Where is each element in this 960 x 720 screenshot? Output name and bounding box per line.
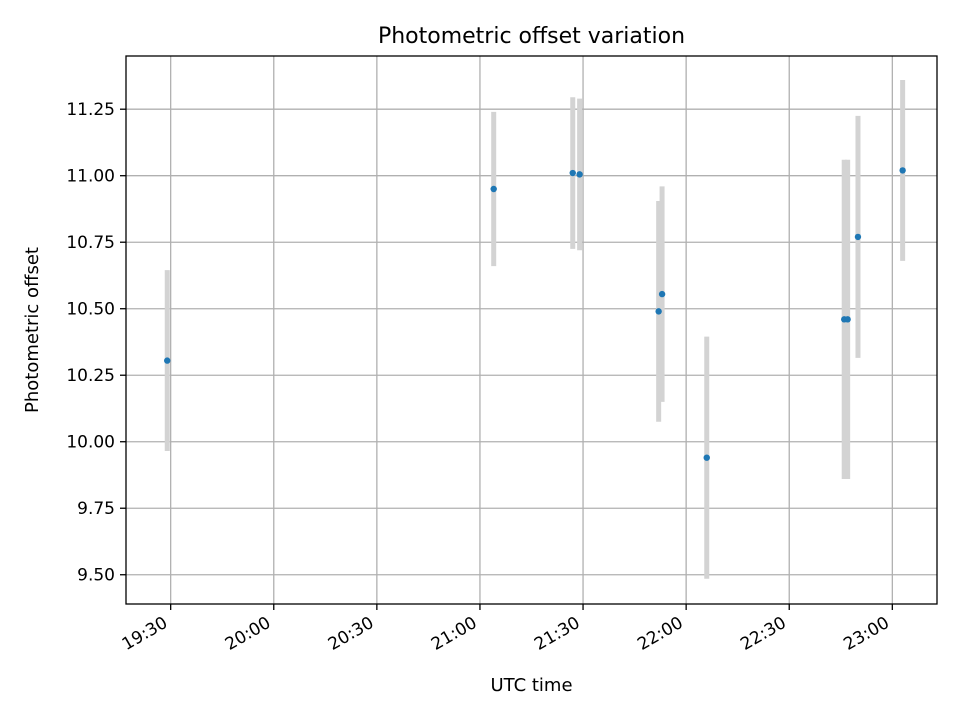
y-tick-label: 11.25: [66, 100, 115, 120]
data-point: [844, 316, 851, 323]
y-tick-label: 11.00: [66, 167, 115, 187]
data-point: [490, 185, 497, 193]
x-tick-label: 22:00: [634, 613, 686, 655]
y-tick-label: 10.25: [66, 366, 115, 386]
data-point: [164, 357, 171, 364]
y-tick-label: 9.50: [77, 566, 115, 586]
x-axis: 19:30 20:00 20:30 21:00 21:30 22:00 22:30 23:00: [119, 604, 893, 655]
x-tick-label: 22:30: [737, 613, 789, 655]
x-tick-label: 20:00: [222, 613, 274, 655]
y-tick-label: 9.75: [77, 499, 115, 519]
x-tick-label: 21:00: [428, 613, 480, 655]
x-tick-label: 20:30: [325, 613, 377, 655]
data-points: [164, 167, 906, 461]
y-tick-label: 10.00: [66, 433, 115, 453]
y-axis-label: Photometric offset: [22, 247, 43, 413]
x-tick-label: 21:30: [531, 613, 583, 655]
y-tick-label: 10.75: [66, 233, 115, 253]
data-point: [899, 167, 906, 174]
data-point: [658, 290, 666, 298]
plot-background: [126, 56, 937, 604]
data-point: [569, 169, 576, 177]
grid: [126, 56, 937, 604]
data-point: [576, 171, 583, 178]
chart-title: Photometric offset variation: [378, 24, 685, 49]
data-point: [854, 233, 862, 241]
y-tick-label: 10.50: [66, 300, 115, 320]
data-point: [655, 308, 662, 315]
plot-frame: [125, 55, 938, 605]
x-tick-label: 19:30: [119, 613, 171, 655]
x-axis-label: UTC time: [490, 675, 572, 696]
x-tick-label: 23:00: [840, 613, 892, 655]
data-point: [703, 454, 710, 461]
y-axis: 9.50 9.75 10.00 10.25 10.50 10.75 11.00 11.25: [66, 100, 126, 586]
